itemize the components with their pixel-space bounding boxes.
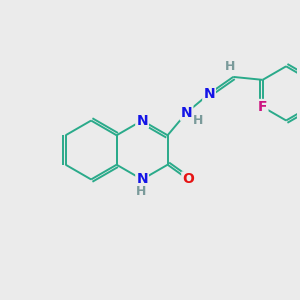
Text: N: N [203,87,215,101]
Text: F: F [258,100,267,114]
Text: N: N [136,114,148,128]
Text: H: H [193,115,203,128]
Text: N: N [181,106,192,120]
Text: H: H [225,60,236,73]
Text: H: H [136,185,146,198]
Text: O: O [182,172,194,186]
Text: N: N [136,172,148,186]
